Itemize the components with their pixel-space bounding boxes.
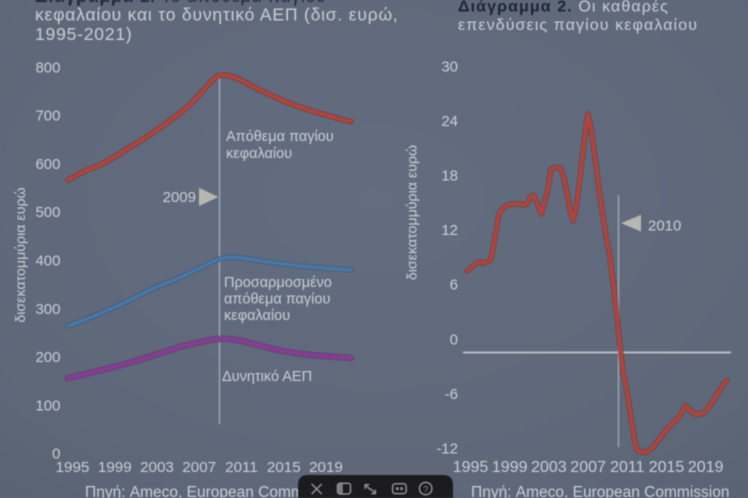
svg-text:200: 200 [35,349,60,366]
svg-text:Διάγραμμα 1. Το απόθεμα παγίου: Διάγραμμα 1. Το απόθεμα παγίου [35,0,326,6]
svg-text:2019: 2019 [309,459,343,476]
svg-text:επενδύσεις παγίου κεφαλαίου: επενδύσεις παγίου κεφαλαίου [458,17,698,34]
svg-text:κεφαλαίου: κεφαλαίου [226,146,292,162]
svg-text:2009: 2009 [163,189,196,206]
svg-text:700: 700 [35,108,60,125]
svg-text:2011: 2011 [610,459,645,476]
svg-text:400: 400 [35,253,60,270]
svg-text:Πηγή: Ameco, European Commissi: Πηγή: Ameco, European Commission [85,484,343,498]
svg-text:2007: 2007 [182,459,216,476]
svg-text:100: 100 [35,397,60,414]
svg-text:30: 30 [441,58,458,75]
svg-text:?: ? [423,484,428,494]
svg-text:Απόθεμα παγίου: Απόθεμα παγίου [226,129,334,145]
svg-text:0: 0 [450,331,458,348]
svg-text:1995-2021): 1995-2021) [35,24,133,44]
svg-text:800: 800 [35,59,60,76]
svg-text:2007: 2007 [570,459,606,476]
svg-text:6: 6 [450,277,458,294]
svg-text:δισεκατομμύρια ευρώ: δισεκατομμύρια ευρώ [405,145,421,280]
svg-text:1999: 1999 [492,459,528,476]
svg-text:κεφαλαίου και το δυνητικό ΑΕΠ: κεφαλαίου και το δυνητικό ΑΕΠ (δισ. ευρώ… [35,5,399,25]
svg-text:Προσαρμοσμένο: Προσαρμοσμένο [224,275,332,291]
svg-text:300: 300 [35,301,60,318]
svg-text:Πηγή: Ameco, European Commissi: Πηγή: Ameco, European Commission [471,484,729,498]
svg-text:2011: 2011 [225,459,258,476]
svg-text:500: 500 [35,204,60,221]
svg-text:18: 18 [441,168,458,185]
svg-text:1995: 1995 [453,459,489,476]
svg-text:1995: 1995 [56,459,90,476]
svg-text:24: 24 [441,113,458,130]
svg-text:2015: 2015 [267,459,301,476]
svg-text:2015: 2015 [649,459,685,476]
svg-text:600: 600 [35,156,60,173]
svg-text:-12: -12 [436,441,458,458]
svg-text:κεφαλαίου: κεφαλαίου [224,308,290,324]
svg-text:απόθεμα παγίου: απόθεμα παγίου [224,292,330,308]
svg-text:2003: 2003 [531,459,567,476]
svg-text:0: 0 [52,446,60,463]
svg-text:1999: 1999 [98,459,132,476]
svg-text:Δυνητικό ΑΕΠ: Δυνητικό ΑΕΠ [222,369,312,385]
svg-text:-6: -6 [445,386,458,403]
svg-text:2019: 2019 [688,459,724,476]
svg-text:Διάγραμμα 2. Οι καθαρές: Διάγραμμα 2. Οι καθαρές [458,0,669,16]
svg-text:2003: 2003 [140,459,174,476]
svg-text:12: 12 [441,222,458,239]
svg-text:δισεκατομμύρια ευρώ: δισεκατομμύρια ευρώ [13,187,29,322]
svg-text:2010: 2010 [648,218,681,235]
